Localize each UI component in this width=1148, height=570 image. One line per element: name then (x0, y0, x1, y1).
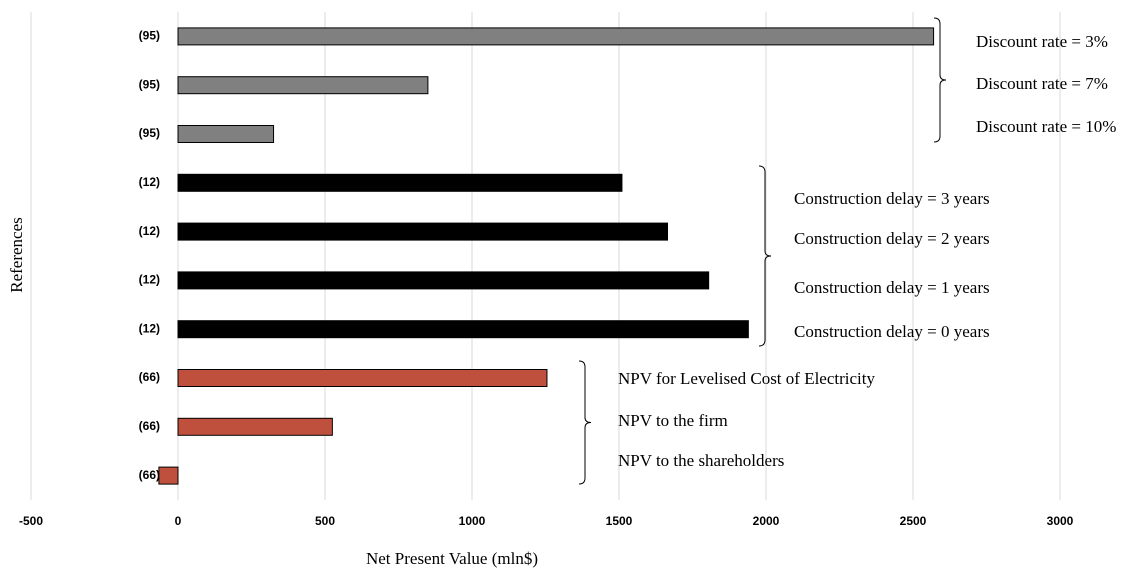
annotation: Construction delay = 2 years (794, 229, 990, 248)
annotation: NPV for Levelised Cost of Electricity (618, 369, 875, 388)
annotation: NPV to the shareholders (618, 451, 784, 470)
annotation: Discount rate = 10% (976, 117, 1116, 136)
bracket (933, 17, 947, 143)
x-tick-label: -500 (19, 514, 43, 528)
y-tick-label: (12) (139, 224, 160, 238)
annotation: Discount rate = 3% (976, 32, 1108, 51)
x-tick-label: 1000 (459, 514, 486, 528)
x-tick-label: 0 (175, 514, 182, 528)
y-tick-label: (66) (139, 370, 160, 384)
bar (177, 222, 669, 241)
x-tick-label: 3000 (1047, 514, 1074, 528)
y-tick-label: (66) (139, 468, 160, 482)
x-tick-label: 500 (315, 514, 335, 528)
y-tick-label: (12) (139, 175, 160, 189)
bar (177, 173, 623, 192)
bar (177, 417, 333, 436)
bar (177, 27, 935, 46)
annotation: Construction delay = 3 years (794, 189, 990, 208)
bracket (758, 165, 772, 347)
y-axis-label: References (7, 217, 26, 293)
y-tick-label: (66) (139, 419, 160, 433)
bar (177, 271, 710, 290)
annotation: NPV to the firm (618, 411, 728, 430)
bar (177, 76, 429, 95)
bar (177, 369, 548, 387)
annotation: Discount rate = 7% (976, 74, 1108, 93)
x-tick-label: 2500 (900, 514, 927, 528)
annotation: Construction delay = 1 years (794, 278, 990, 297)
y-tick-label: (95) (139, 126, 160, 140)
bar (158, 466, 179, 485)
bar (177, 320, 749, 339)
y-tick-label: (12) (139, 321, 160, 335)
annotation: Construction delay = 0 years (794, 322, 990, 341)
bar (177, 125, 275, 143)
y-tick-label: (12) (139, 273, 160, 287)
y-tick-label: (95) (139, 77, 160, 91)
x-axis-label: Net Present Value (mln$) (366, 549, 538, 568)
x-tick-label: 1500 (606, 514, 633, 528)
y-tick-label: (95) (139, 29, 160, 43)
x-tick-label: 2000 (753, 514, 780, 528)
bracket (578, 360, 592, 485)
